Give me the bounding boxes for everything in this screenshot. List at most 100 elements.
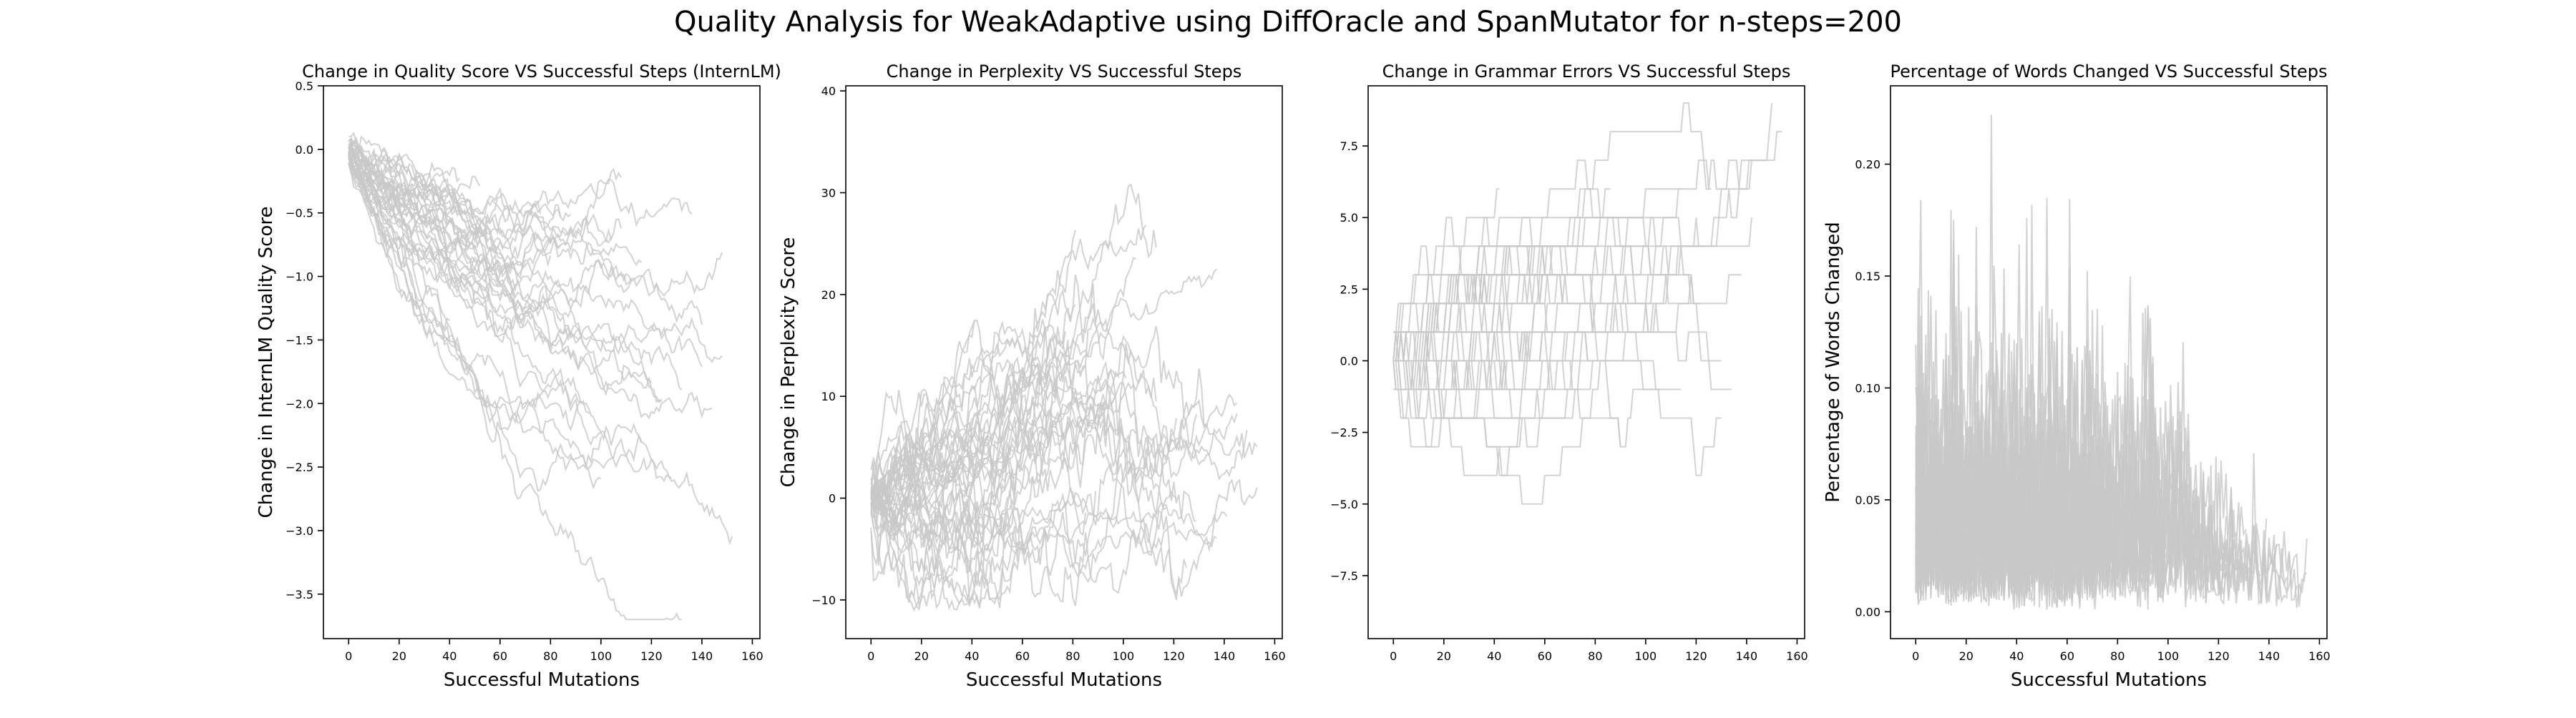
plot-frame — [323, 85, 761, 639]
series-line — [870, 373, 1086, 536]
series-line — [1393, 331, 1560, 419]
y-tick-label: 0.0 — [1340, 354, 1358, 368]
series-line — [1393, 303, 1702, 390]
x-tick-label: 160 — [2308, 649, 2331, 663]
y-axis-label: Percentage of Words Changed — [1823, 222, 1844, 503]
x-tick-label: 140 — [1736, 649, 1758, 663]
chart-title: Change in Perplexity VS Successful Steps — [887, 62, 1242, 82]
series-line — [870, 461, 1258, 611]
series-line — [348, 154, 623, 284]
series-line — [348, 137, 683, 390]
x-tick-label: 60 — [1538, 649, 1552, 663]
series-line — [870, 289, 1076, 510]
x-tick-label: 140 — [1214, 649, 1236, 663]
y-tick-label: 2.5 — [1340, 282, 1358, 296]
series-line — [1392, 102, 1762, 361]
x-tick-label: 60 — [1015, 649, 1030, 663]
x-tick-label: 140 — [691, 649, 713, 663]
series-line — [870, 372, 1258, 557]
y-tick-label: 0.20 — [1855, 158, 1880, 172]
y-tick-label: 0.05 — [1855, 493, 1880, 507]
x-tick-label: 60 — [493, 649, 507, 663]
series-line — [1393, 188, 1732, 390]
series-line — [1393, 303, 1682, 390]
series-group — [348, 131, 733, 621]
y-tick-label: 40 — [821, 84, 836, 98]
x-tick-label: 0 — [345, 649, 352, 663]
y-tick-label: 0.00 — [1855, 605, 1880, 619]
series-line — [870, 490, 1097, 609]
x-tick-label: 20 — [914, 649, 929, 663]
x-tick-label: 100 — [1113, 649, 1135, 663]
series-line — [870, 382, 1116, 496]
y-tick-label: 0.15 — [1855, 270, 1880, 283]
x-tick-label: 80 — [1065, 649, 1080, 663]
x-axis-label: Successful Mutations — [444, 669, 640, 691]
series-line — [348, 149, 531, 335]
y-tick-label: 0.0 — [296, 143, 313, 157]
x-tick-label: 80 — [2110, 649, 2124, 663]
plot-frame — [1890, 85, 2328, 639]
y-tick-label: −2.0 — [286, 397, 313, 410]
x-tick-label: 120 — [1163, 649, 1185, 663]
series-line — [870, 330, 1157, 518]
series-line — [870, 401, 1177, 584]
chart-title: Change in Grammar Errors VS Successful S… — [1382, 62, 1791, 82]
y-tick-label: −2.5 — [1330, 426, 1358, 440]
series-line — [348, 162, 582, 347]
y-tick-label: −2.5 — [286, 461, 313, 474]
series-line — [870, 363, 1197, 572]
y-tick-label: −1.0 — [286, 270, 313, 284]
y-tick-label: −10 — [811, 594, 836, 607]
series-line — [348, 157, 733, 546]
series-line — [348, 139, 542, 223]
x-tick-label: 40 — [965, 649, 979, 663]
x-tick-label: 120 — [1685, 649, 1707, 663]
x-tick-label: 100 — [2157, 649, 2180, 663]
x-axis-label: Successful Mutations — [966, 669, 1162, 691]
series-line — [348, 142, 693, 235]
x-tick-label: 140 — [2258, 649, 2280, 663]
x-tick-label: 160 — [1786, 649, 1808, 663]
series-line — [348, 156, 451, 343]
x-tick-label: 0 — [1912, 649, 1919, 663]
series-line — [870, 481, 1228, 578]
x-tick-label: 120 — [2207, 649, 2230, 663]
y-tick-label: −1.5 — [286, 333, 313, 347]
series-line — [870, 320, 975, 512]
series-line — [1393, 331, 1531, 419]
x-tick-label: 120 — [640, 649, 663, 663]
figure-title: Quality Analysis for WeakAdaptive using … — [674, 6, 1902, 39]
series-line — [1392, 360, 1581, 448]
y-tick-label: 7.5 — [1340, 139, 1358, 153]
chart-title: Change in Quality Score VS Successful St… — [302, 62, 781, 82]
series-line — [870, 413, 1238, 572]
y-tick-label: −0.5 — [286, 207, 313, 220]
series-line — [1393, 159, 1661, 362]
series-group — [1392, 102, 1782, 505]
series-group — [1915, 114, 2308, 610]
plot-frame — [1367, 85, 1805, 639]
x-tick-label: 80 — [543, 649, 557, 663]
y-tick-label: 30 — [821, 186, 836, 200]
series-line — [348, 144, 562, 241]
x-tick-label: 0 — [1390, 649, 1397, 663]
series-line — [1393, 274, 1631, 362]
chart-panel-3: 0 20 40 60 80 100 120 140 160 −7.5 −5.0 −2.5 0.0 2.5 5… — [1330, 62, 1808, 663]
y-tick-label: 0.10 — [1855, 381, 1880, 395]
y-axis-label: Change in Perplexity Score — [778, 237, 799, 488]
chart-panel-2: 0 20 40 60 80 100 120 140 160 −10 0 10 20 30 40 Change … — [778, 62, 1286, 691]
x-tick-label: 40 — [1487, 649, 1501, 663]
series-line — [348, 152, 471, 246]
x-tick-label: 100 — [1635, 649, 1657, 663]
y-tick-label: 0.5 — [296, 79, 313, 93]
series-line — [348, 147, 572, 240]
x-tick-label: 20 — [1437, 649, 1451, 663]
x-tick-label: 160 — [741, 649, 763, 663]
x-tick-label: 60 — [2060, 649, 2074, 663]
series-line — [348, 152, 682, 621]
y-tick-label: 20 — [821, 288, 836, 302]
series-line — [870, 316, 1097, 608]
series-line — [348, 147, 723, 363]
y-tick-label: 0 — [829, 492, 836, 506]
